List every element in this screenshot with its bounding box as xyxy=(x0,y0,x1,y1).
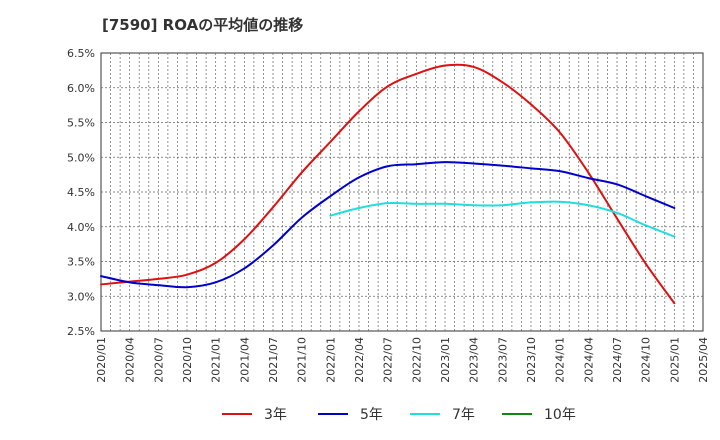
legend-label: 10年 xyxy=(544,407,576,423)
x-tick-label: 2020/01 xyxy=(95,337,108,383)
x-tick-label: 2024/07 xyxy=(611,337,624,383)
y-tick-label: 2.5% xyxy=(67,325,95,338)
legend-label: 5年 xyxy=(360,407,383,423)
x-tick-label: 2023/10 xyxy=(525,337,538,383)
x-tick-label: 2023/01 xyxy=(439,337,452,383)
x-tick-label: 2025/01 xyxy=(668,337,681,383)
y-tick-label: 5.5% xyxy=(67,117,95,130)
x-tick-label: 2022/01 xyxy=(324,337,337,383)
x-tick-label: 2023/07 xyxy=(496,337,509,383)
x-tick-label: 2024/01 xyxy=(554,337,567,383)
x-tick-label: 2022/07 xyxy=(382,337,395,383)
y-tick-label: 6.0% xyxy=(67,82,95,95)
series-line-3 xyxy=(329,200,676,238)
x-tick-label: 2020/07 xyxy=(152,337,165,383)
y-tick-label: 3.0% xyxy=(67,290,95,303)
y-tick-label: 5.0% xyxy=(67,151,95,164)
x-tick-label: 2021/01 xyxy=(210,337,223,383)
x-tick-label: 2020/10 xyxy=(181,337,194,383)
x-tick-label: 2021/10 xyxy=(296,337,309,383)
x-tick-label: 2021/04 xyxy=(238,337,251,383)
chart-title: [7590] ROAの平均値の推移 xyxy=(102,16,304,34)
x-tick-label: 2021/07 xyxy=(267,337,280,383)
x-tick-label: 2020/04 xyxy=(124,337,137,383)
y-tick-label: 6.5% xyxy=(67,47,95,60)
x-tick-label: 2022/04 xyxy=(353,337,366,383)
series-line-2 xyxy=(100,161,676,289)
x-tick-label: 2024/10 xyxy=(640,337,653,383)
x-tick-label: 2025/04 xyxy=(697,337,710,383)
x-tick-label: 2022/10 xyxy=(410,337,423,383)
y-tick-label: 3.5% xyxy=(67,256,95,269)
y-tick-label: 4.5% xyxy=(67,186,95,199)
x-tick-label: 2023/04 xyxy=(468,337,481,383)
legend-label: 3年 xyxy=(264,407,287,423)
series-line-1 xyxy=(100,63,676,305)
x-tick-label: 2024/04 xyxy=(582,337,595,383)
legend-label: 7年 xyxy=(452,407,475,423)
y-tick-label: 4.0% xyxy=(67,221,95,234)
